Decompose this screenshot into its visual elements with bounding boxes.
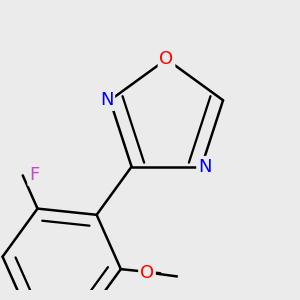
Text: O: O <box>140 264 154 282</box>
Text: N: N <box>100 91 113 109</box>
Text: O: O <box>159 50 174 68</box>
Text: F: F <box>29 167 39 184</box>
Text: N: N <box>198 158 211 176</box>
